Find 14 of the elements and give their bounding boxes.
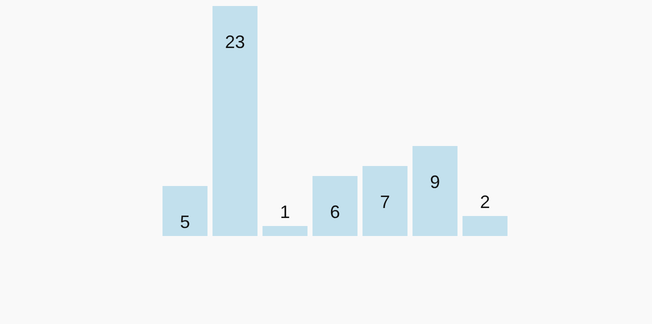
data-label: 9: [430, 172, 440, 192]
bar: [362, 166, 408, 236]
data-label: 7: [380, 192, 390, 212]
bar: [312, 176, 358, 236]
data-label: 1: [280, 202, 290, 222]
data-label: 23: [224, 32, 246, 52]
bar: [212, 6, 258, 236]
data-label: 5: [180, 212, 190, 232]
bar: [462, 216, 508, 236]
data-label: 6: [330, 202, 340, 222]
data-label: 2: [480, 192, 490, 212]
bar: [262, 226, 308, 236]
bar: [412, 146, 458, 236]
bar: [162, 186, 208, 236]
